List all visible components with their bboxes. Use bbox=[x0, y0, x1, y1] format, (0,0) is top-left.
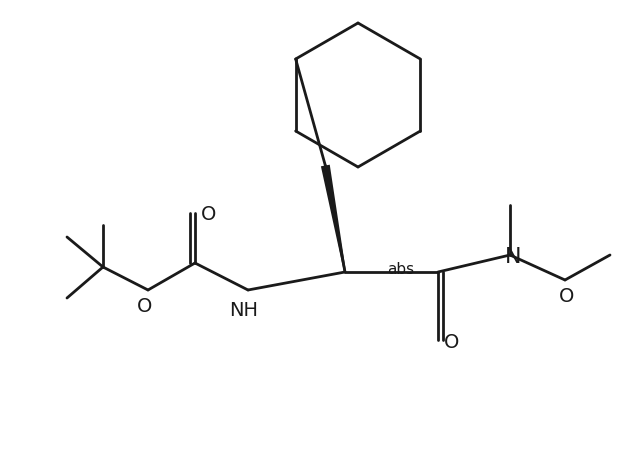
Polygon shape bbox=[321, 164, 346, 272]
Text: O: O bbox=[444, 333, 460, 351]
Text: O: O bbox=[138, 296, 153, 315]
Text: N: N bbox=[505, 247, 521, 267]
Text: abs: abs bbox=[387, 262, 414, 277]
Text: NH: NH bbox=[230, 301, 259, 320]
Text: O: O bbox=[202, 206, 217, 225]
Text: O: O bbox=[559, 287, 575, 306]
